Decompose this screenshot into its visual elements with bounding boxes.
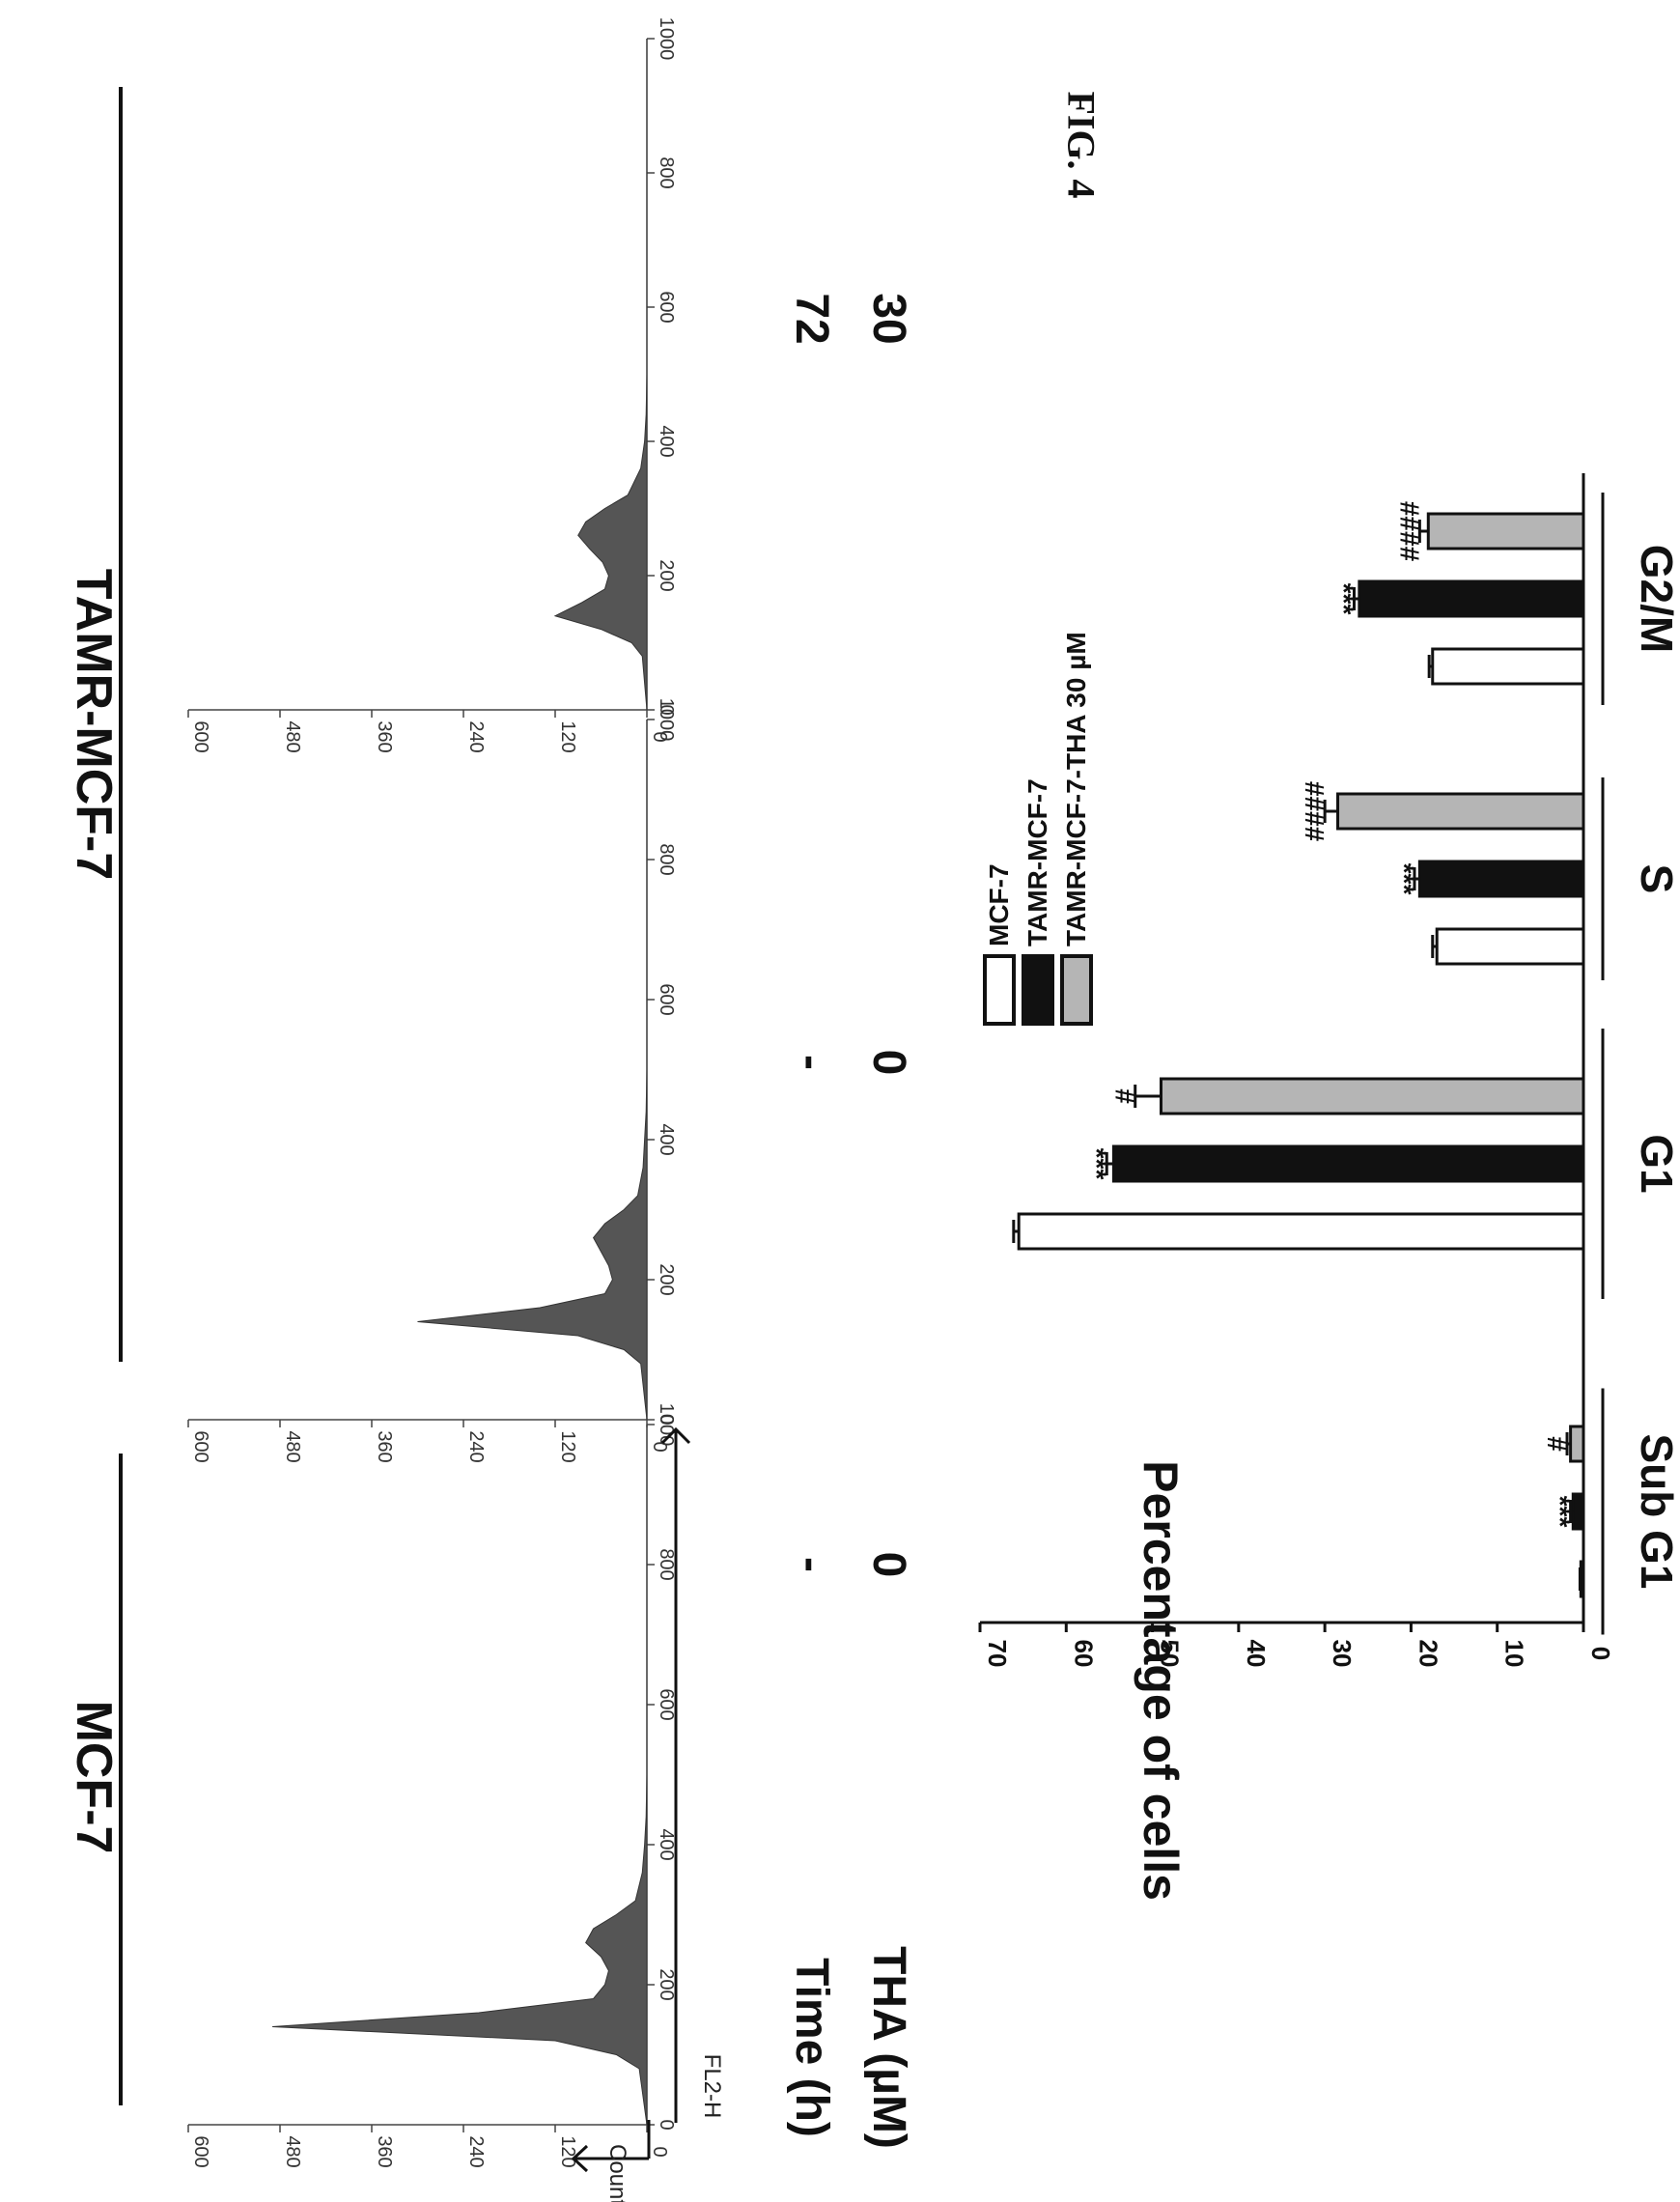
- fl2h-axis-arrow: [660, 1426, 691, 2123]
- hist-count-tick-label: 360: [374, 1430, 395, 1462]
- bar-0: [1017, 1212, 1585, 1251]
- condition-values: - 0 - 0 72 30: [786, 293, 914, 1577]
- condition-time-value: -: [786, 1557, 837, 1572]
- hist-fl2h-tick-label: 400: [656, 425, 677, 457]
- bar-1: [1417, 860, 1585, 898]
- mcf7-group-label: MCF-7: [66, 1701, 122, 1854]
- bar-category-label: Sub G1: [1632, 1433, 1680, 1589]
- bar-1: [1111, 1144, 1585, 1183]
- counts-axis-arrow: [571, 2120, 651, 2173]
- legend-swatch-0: [983, 954, 1016, 1026]
- bar-significance-label: ***: [1081, 1148, 1111, 1180]
- bar-category-label: G1: [1632, 1134, 1680, 1193]
- hist-distribution-area: [272, 1425, 648, 2126]
- bar-2: [1426, 512, 1585, 550]
- legend-label-2: TAMR-MCF-7-THA 30 µM: [1061, 632, 1091, 946]
- condition-tha-value: 30: [863, 293, 914, 344]
- bar-category-label: G2/M: [1632, 545, 1680, 653]
- hist-count-tick-label: 480: [282, 2135, 303, 2167]
- bar-y-axis-label: Percentage of cells: [1134, 1460, 1188, 1901]
- hist-fl2h-tick-label: 200: [656, 1263, 677, 1295]
- counts-axis-label: Counts: [604, 2144, 630, 2202]
- legend-swatch-1: [1022, 954, 1054, 1026]
- hist-fl2h-tick-label: 800: [656, 156, 677, 188]
- bar-significance-label: #: [1110, 1088, 1140, 1104]
- bar-significance-label: ***: [1330, 583, 1359, 615]
- hist-count-tick-label: 360: [374, 720, 395, 752]
- bar-value-tick-label: 60: [1069, 1640, 1098, 1668]
- histogram-tamr-control: 0 120 240 360 480 600 0 200 400 600 800 1000: [187, 698, 677, 1463]
- hist-fl2h-tick-label: 200: [656, 559, 677, 591]
- bar-significance-label: ***: [1389, 863, 1419, 895]
- time-label: Time (h): [786, 1958, 837, 2137]
- hist-fl2h-tick-label: 600: [656, 1688, 677, 1720]
- hist-count-tick-label: 120: [557, 1430, 578, 1462]
- hist-count-tick-label: 120: [557, 2135, 578, 2167]
- hist-fl2h-tick-label: 1000: [656, 17, 677, 61]
- hist-fl2h-tick-label: 0: [656, 704, 677, 715]
- bar-0: [1431, 647, 1585, 686]
- bar-value-tick-label: 0: [1586, 1647, 1615, 1660]
- hist-fl2h-tick-label: 800: [656, 1548, 677, 1580]
- hist-fl2h-tick-label: 400: [656, 1123, 677, 1155]
- hist-fl2h-tick-label: 600: [656, 291, 677, 323]
- hist-fl2h-tick-label: 1000: [656, 698, 677, 742]
- bar-value-tick-label: 20: [1414, 1640, 1442, 1668]
- condition-time-value: -: [786, 1055, 837, 1070]
- bar-significance-label: ####: [1394, 501, 1424, 562]
- hist-count-tick-label: 360: [374, 2135, 395, 2167]
- fl2h-axis-label: FL2-H: [699, 2054, 725, 2119]
- bar-value-tick-label: 30: [1328, 1640, 1357, 1668]
- hist-fl2h-tick-label: 0: [656, 2119, 677, 2130]
- hist-count-tick-label: 240: [465, 2135, 487, 2167]
- legend-label-0: MCF-7: [984, 863, 1014, 946]
- bar-category-label: S: [1632, 864, 1680, 894]
- condition-tha-value: 0: [863, 1050, 914, 1076]
- hist-distribution-area: [417, 720, 648, 1421]
- hist-count-tick-label: 120: [557, 720, 578, 752]
- hist-count-tick-label: 600: [190, 720, 211, 752]
- legend-label-1: TAMR-MCF-7: [1022, 778, 1052, 946]
- hist-count-tick-label: 240: [465, 1430, 487, 1462]
- hist-count-tick-label: 0: [649, 2146, 670, 2157]
- hist-count-tick-label: 240: [465, 720, 487, 752]
- condition-time-value: 72: [786, 293, 837, 344]
- hist-count-tick-label: 0: [649, 1441, 670, 1452]
- bar-significance-label: ####: [1300, 781, 1330, 842]
- hist-fl2h-tick-label: 400: [656, 1828, 677, 1860]
- hist-distribution-area: [553, 39, 648, 711]
- bar-0: [1435, 927, 1585, 966]
- hist-fl2h-tick-label: 200: [656, 1968, 677, 2000]
- bar-value-tick-label: 50: [1156, 1640, 1185, 1668]
- bar-significance-label: #: [1542, 1436, 1572, 1452]
- bar-value-tick-label: 40: [1242, 1640, 1271, 1668]
- hist-fl2h-tick-label: 800: [656, 843, 677, 875]
- hist-count-tick-label: 480: [282, 1430, 303, 1462]
- tha-label: THA (µM): [863, 1946, 914, 2149]
- bar-value-tick-label: 70: [983, 1640, 1012, 1668]
- bar-significance-label: ***: [1546, 1496, 1576, 1528]
- hist-count-tick-label: 480: [282, 720, 303, 752]
- bar-2: [1336, 792, 1585, 831]
- hist-count-tick-label: 600: [190, 2135, 211, 2167]
- bar-legend: MCF-7 TAMR-MCF-7 TAMR-MCF-7-THA 30 µM: [983, 632, 1093, 1026]
- bar-value-tick-label: 10: [1500, 1640, 1529, 1668]
- bar-2: [1160, 1077, 1585, 1115]
- legend-swatch-2: [1060, 954, 1093, 1026]
- hist-count-tick-label: 600: [190, 1430, 211, 1462]
- cell-cycle-bar-chart: 0 10 20 30 40 50 60 70 Sub G1 *** # G1 *** # S *** #### G…: [978, 473, 1680, 1668]
- hist-fl2h-tick-label: 0: [656, 1414, 677, 1425]
- condition-tha-value: 0: [863, 1552, 914, 1578]
- tamr-group-label: TAMR-MCF-7: [66, 569, 122, 881]
- hist-count-tick-label: 0: [649, 731, 670, 742]
- hist-fl2h-tick-label: 600: [656, 983, 677, 1015]
- bar-1: [1358, 579, 1585, 618]
- histogram-tamr-tha: 0 120 240 360 480 600 0 200 400 600 800 1000: [187, 17, 677, 753]
